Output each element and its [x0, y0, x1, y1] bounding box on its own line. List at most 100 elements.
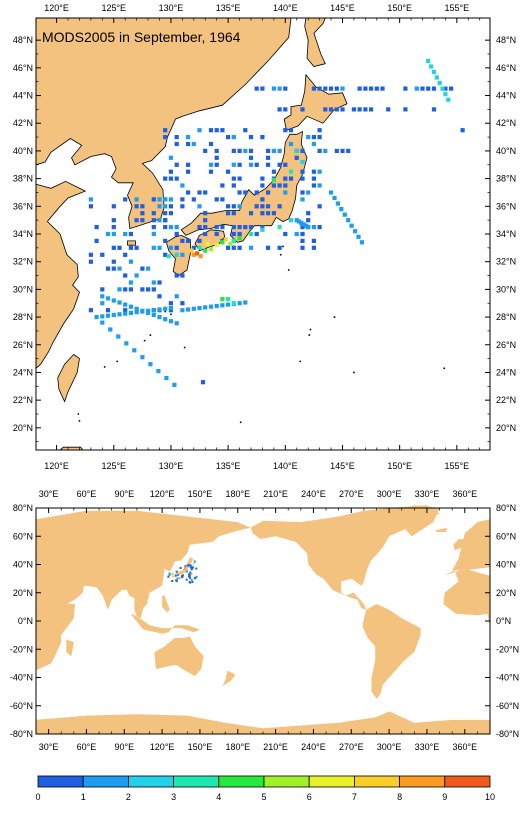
small-island	[443, 367, 446, 370]
world-observation-points	[167, 560, 198, 584]
observation-cell	[277, 245, 282, 250]
observation-cell	[197, 238, 202, 243]
observation-cell	[168, 197, 173, 202]
observation-cell	[134, 204, 139, 209]
observation-cell	[429, 64, 434, 69]
latitude-label: 48°N	[13, 35, 33, 45]
observation-cell	[111, 204, 116, 209]
observation-cell	[340, 107, 345, 112]
observation-cell	[317, 148, 322, 153]
observation-cell	[134, 197, 139, 202]
longitude-label: 240°E	[301, 742, 326, 752]
longitude-label: 270°E	[339, 489, 364, 499]
observation-cell	[248, 211, 254, 216]
observation-cell	[123, 273, 128, 278]
colorbar-boxes	[37, 775, 491, 788]
observation-cell	[248, 162, 254, 167]
observation-cell	[449, 86, 454, 91]
observation-cell	[186, 135, 191, 140]
observation-cell	[128, 304, 133, 309]
observation-cell	[157, 218, 162, 223]
observation-cell	[117, 287, 122, 292]
observation-cell	[283, 231, 288, 237]
observation-cell	[231, 148, 236, 153]
hokkaido-land	[283, 73, 348, 131]
small-island	[308, 334, 311, 336]
observation-cell	[123, 252, 128, 257]
observation-cell	[226, 302, 231, 307]
observation-cell	[180, 252, 185, 257]
observation-cell	[191, 580, 194, 583]
observation-cell	[156, 369, 161, 374]
observation-cell	[88, 197, 93, 202]
world-map-panel: 30°E 30°E 60°E 60°E 90°E 90°E 120°E 120°E 150°E 1…	[0, 480, 529, 770]
observation-cell	[88, 252, 93, 257]
latitude-label: -20°N	[496, 644, 519, 654]
colorbar-label: 10	[485, 792, 495, 802]
observation-cell	[188, 573, 191, 576]
observation-cell	[151, 225, 156, 230]
observation-cell	[334, 86, 339, 91]
observation-cell	[294, 155, 299, 160]
observation-cell	[184, 565, 187, 568]
observation-cell	[164, 375, 169, 381]
observation-cell	[186, 564, 189, 567]
observation-cell	[174, 321, 179, 326]
observation-cell	[195, 567, 198, 570]
observation-cell	[111, 225, 116, 230]
latitude-label: 40°N	[13, 146, 33, 156]
observation-cell	[190, 578, 193, 581]
colorbar-box	[218, 775, 265, 788]
japan-map-ticks: 120°E 120°E 125°E 125°E 130°E 130°E 135°E 135°E…	[13, 3, 516, 471]
longitude-label: 30°E	[39, 489, 59, 499]
observation-cell	[339, 207, 344, 212]
observation-cell	[220, 303, 225, 308]
observation-cell	[208, 304, 214, 309]
longitude-label: 140°E	[273, 3, 298, 13]
observation-cell	[205, 241, 210, 246]
observation-cell	[237, 301, 242, 306]
map-title: MODS2005 in September, 1964	[42, 29, 241, 45]
observation-cell	[197, 245, 202, 250]
observation-cell	[183, 567, 186, 570]
observation-cell	[277, 225, 282, 230]
observation-cell	[163, 218, 168, 223]
observation-cell	[277, 86, 282, 91]
observation-cell	[168, 155, 173, 160]
observation-cell	[168, 301, 173, 306]
observation-cell	[189, 576, 192, 579]
observation-cell	[163, 238, 168, 243]
longitude-label: 155°E	[445, 461, 470, 470]
observation-cell	[357, 107, 362, 112]
observation-cell	[260, 183, 265, 188]
observation-cell	[288, 141, 294, 147]
observation-cell	[311, 135, 316, 140]
longitude-label: 130°E	[159, 3, 184, 13]
observation-cell	[431, 86, 437, 91]
observation-cell	[105, 313, 111, 318]
observation-cell	[203, 148, 208, 153]
observation-cell	[123, 308, 128, 313]
observation-cell	[108, 327, 113, 332]
observation-cell	[180, 308, 185, 313]
observation-cell	[197, 306, 202, 311]
observation-cell	[237, 190, 242, 195]
colorbar-label: 9	[442, 792, 447, 802]
observation-cell	[163, 317, 168, 322]
observation-cell	[151, 197, 156, 202]
observation-cell	[226, 297, 231, 302]
observation-cell	[260, 204, 265, 209]
observation-cell	[111, 266, 116, 271]
observation-cell	[317, 135, 322, 140]
observation-cell	[359, 240, 364, 245]
observation-cell	[237, 236, 242, 241]
observation-cell	[189, 565, 192, 568]
observation-cell	[180, 197, 185, 202]
observation-cell	[111, 218, 116, 223]
observation-cell	[231, 211, 236, 216]
observation-cell	[116, 334, 121, 339]
observation-cell	[163, 252, 168, 257]
observation-cell	[266, 155, 271, 160]
observation-cell	[111, 298, 116, 303]
observation-cell	[197, 225, 202, 230]
